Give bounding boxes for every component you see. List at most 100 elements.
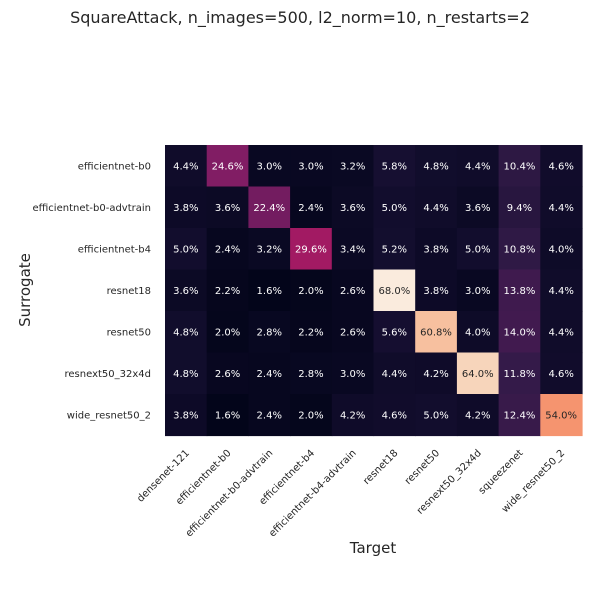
- cell-value-label: 3.2%: [257, 244, 282, 255]
- heatmap-cell: [373, 228, 416, 271]
- heatmap-cell: [415, 145, 458, 188]
- x-axis-label: Target: [349, 539, 397, 557]
- heatmap-cell: [290, 228, 333, 271]
- heatmap-cell: [331, 228, 375, 271]
- cell-value-label: 12.4%: [504, 410, 536, 421]
- heatmap-cell: [248, 394, 291, 437]
- cell-value-label: 2.4%: [298, 203, 323, 214]
- cell-value-label: 3.8%: [173, 410, 198, 421]
- cell-value-label: 9.4%: [507, 203, 532, 214]
- y-tick-label: efficientnet-b4: [78, 244, 151, 255]
- cell-value-label: 64.0%: [462, 369, 494, 380]
- cell-value-label: 4.4%: [465, 161, 490, 172]
- cell-value-label: 1.6%: [257, 286, 282, 297]
- heatmap-cell: [206, 311, 249, 354]
- y-tick-label: resnet18: [107, 286, 151, 297]
- cell-value-label: 3.6%: [340, 203, 365, 214]
- heatmap-cell: [248, 352, 291, 395]
- cell-value-label: 4.0%: [465, 327, 490, 338]
- cell-value-label: 4.4%: [173, 161, 198, 172]
- cell-value-label: 2.4%: [257, 369, 282, 380]
- y-tick-label: efficientnet-b0-advtrain: [32, 203, 151, 214]
- heatmap-cell: [415, 394, 458, 437]
- cell-value-label: 4.8%: [173, 327, 198, 338]
- cell-value-label: 4.2%: [340, 410, 365, 421]
- cell-value-label: 5.6%: [382, 327, 407, 338]
- cell-value-label: 4.6%: [548, 161, 573, 172]
- cell-value-label: 2.6%: [340, 286, 365, 297]
- heatmap-cell: [290, 145, 333, 188]
- cell-value-label: 2.6%: [215, 369, 240, 380]
- cell-value-label: 4.4%: [548, 286, 573, 297]
- heatmap-cell: [456, 352, 500, 395]
- cell-value-label: 4.2%: [465, 410, 490, 421]
- cell-value-label: 3.2%: [340, 161, 365, 172]
- heatmap-cell: [373, 145, 416, 188]
- cell-value-label: 2.2%: [215, 286, 240, 297]
- cell-value-label: 3.0%: [257, 161, 282, 172]
- cell-value-label: 4.0%: [548, 244, 573, 255]
- heatmap-cell: [456, 269, 500, 312]
- cell-value-label: 3.8%: [173, 203, 198, 214]
- x-tick-label: efficientnet-b4-advtrain: [267, 448, 359, 540]
- heatmap-cell: [165, 269, 208, 312]
- heatmap-cell: [373, 394, 416, 437]
- heatmap-cell: [415, 311, 458, 354]
- heatmap-cells: 4.4% 24.6% 3.0% 3.0% 3.2% 5.8% 4.8% 4.4% 10.4% 4.…: [165, 145, 583, 437]
- heatmap-cell: [498, 269, 541, 312]
- heatmap-cell: [248, 311, 291, 354]
- cell-value-label: 2.6%: [340, 327, 365, 338]
- heatmap-cell: [206, 352, 249, 395]
- heatmap-cell: [498, 394, 541, 437]
- heatmap-cell: [498, 145, 541, 188]
- cell-value-label: 5.8%: [382, 161, 407, 172]
- heatmap-cell: [456, 186, 500, 229]
- y-tick-labels: efficientnet-b0 efficientnet-b0-advtrain e…: [32, 161, 151, 421]
- cell-value-label: 5.0%: [465, 244, 490, 255]
- cell-value-label: 2.8%: [298, 369, 323, 380]
- heatmap-cell: [248, 145, 291, 188]
- cell-value-label: 3.0%: [465, 286, 490, 297]
- heatmap-cell: [373, 269, 416, 312]
- cell-value-label: 2.0%: [215, 327, 240, 338]
- cell-value-label: 29.6%: [295, 244, 327, 255]
- heatmap-cell: [540, 186, 583, 229]
- y-tick-label: wide_resnet50_2: [67, 410, 151, 421]
- cell-value-label: 2.8%: [257, 327, 282, 338]
- heatmap-cell: [540, 311, 583, 354]
- cell-value-label: 2.4%: [215, 244, 240, 255]
- heatmap-cell: [415, 269, 458, 312]
- cell-value-label: 3.0%: [298, 161, 323, 172]
- cell-value-label: 14.0%: [504, 327, 536, 338]
- cell-value-label: 22.4%: [253, 203, 285, 214]
- cell-value-label: 11.8%: [504, 369, 536, 380]
- cell-value-label: 4.4%: [382, 369, 407, 380]
- heatmap-cell: [415, 186, 458, 229]
- cell-value-label: 4.4%: [548, 203, 573, 214]
- heatmap-cell: [248, 269, 291, 312]
- cell-value-label: 2.0%: [298, 410, 323, 421]
- cell-value-label: 3.8%: [423, 244, 448, 255]
- y-tick-label: efficientnet-b0: [78, 161, 151, 172]
- heatmap-cell: [290, 311, 333, 354]
- heatmap-cell: [165, 228, 208, 271]
- y-tick-label: resnext50_32x4d: [65, 369, 151, 380]
- heatmap-cell: [331, 394, 375, 437]
- cell-value-label: 24.6%: [212, 161, 244, 172]
- cell-value-label: 4.8%: [423, 161, 448, 172]
- heatmap-cell: [498, 228, 541, 271]
- heatmap-cell: [456, 311, 500, 354]
- cell-value-label: 54.0%: [545, 410, 577, 421]
- x-tick-label: resnet50: [403, 448, 442, 487]
- heatmap-cell: [165, 186, 208, 229]
- heatmap-cell: [165, 145, 208, 188]
- cell-value-label: 5.0%: [423, 410, 448, 421]
- cell-value-label: 3.0%: [340, 369, 365, 380]
- heatmap-cell: [540, 352, 583, 395]
- heatmap-cell: [373, 186, 416, 229]
- heatmap-cell: [498, 311, 541, 354]
- x-tick-label: resnet18: [361, 448, 400, 487]
- heatmap-cell: [540, 269, 583, 312]
- heatmap-cell: [331, 352, 375, 395]
- heatmap-cell: [540, 394, 583, 437]
